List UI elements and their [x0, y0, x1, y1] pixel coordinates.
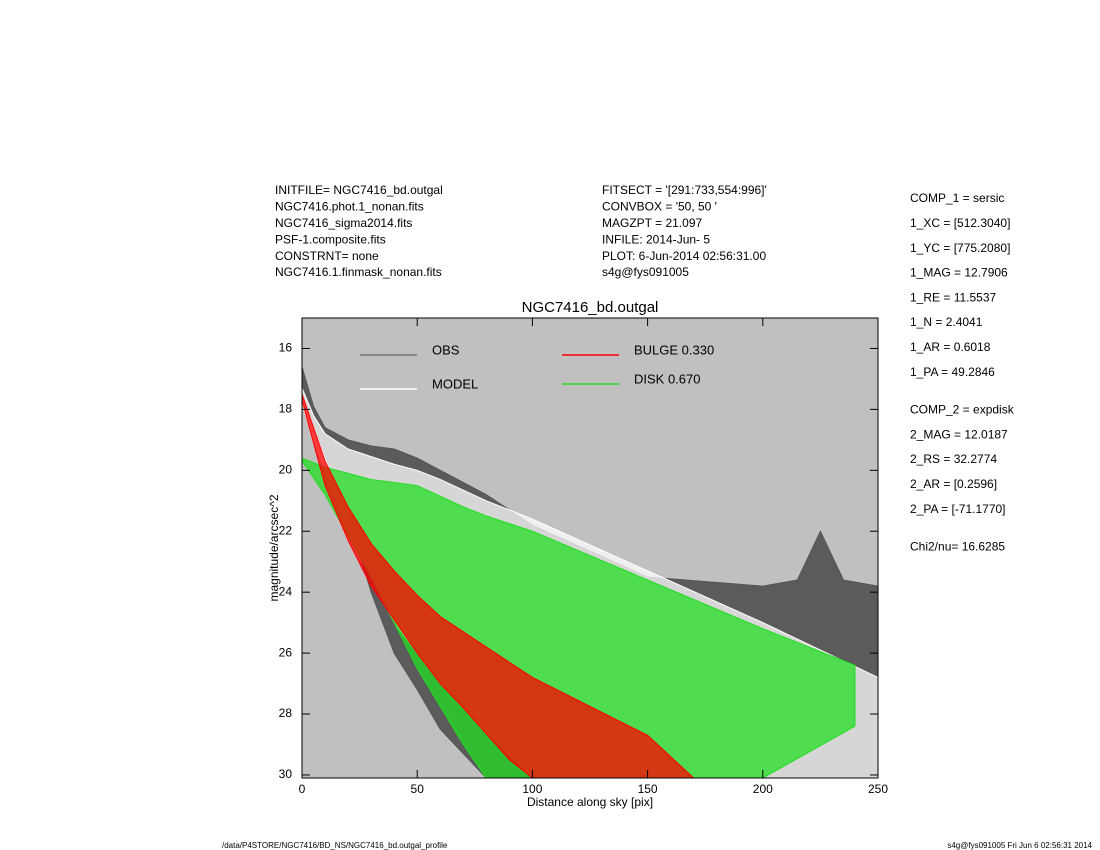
header-left-line: CONSTRNT= none	[275, 249, 379, 263]
header-middle-line: MAGZPT = 21.097	[602, 216, 702, 230]
x-tick-label: 100	[522, 782, 542, 796]
y-tick-label: 24	[279, 584, 293, 598]
header-left-line: NGC7416.1.finmask_nonan.fits	[275, 265, 442, 279]
x-tick-label: 250	[868, 782, 888, 796]
fit-parameter: COMP_2 = expdisk	[910, 403, 1015, 417]
y-tick-label: 26	[279, 645, 293, 659]
header-left-line: PSF-1.composite.fits	[275, 232, 386, 246]
fit-parameter: COMP_1 = sersic	[910, 191, 1004, 205]
legend-label: BULGE 0.330	[634, 342, 714, 357]
x-tick-label: 0	[299, 782, 306, 796]
x-tick-label: 150	[638, 782, 658, 796]
header-middle-line: CONVBOX = '50, 50 '	[602, 200, 717, 214]
header-middle-line: FITSECT = '[291:733,554:996]'	[602, 183, 767, 197]
fit-parameter: 2_MAG = 12.0187	[910, 427, 1008, 441]
fit-parameter: 1_YC = [775.2080]	[910, 241, 1010, 255]
fit-parameter: 1_PA = 49.2846	[910, 365, 995, 379]
y-tick-label: 16	[279, 341, 293, 355]
fit-parameter: 2_PA = [-71.1770]	[910, 502, 1006, 516]
legend-label: MODEL	[432, 376, 478, 391]
footer-left: /data/P4STORE/NGC7416/BD_NS/NGC7416_bd.o…	[222, 841, 448, 850]
fit-parameter: 2_RS = 32.2774	[910, 452, 997, 466]
footer-right: s4g@fys091005 Fri Jun 6 02:56:31 2014	[947, 841, 1092, 850]
x-tick-label: 50	[411, 782, 425, 796]
y-tick-label: 20	[279, 462, 293, 476]
legend-label: OBS	[432, 342, 460, 357]
header-middle-line: INFILE: 2014-Jun- 5	[602, 232, 710, 246]
legend-label: DISK 0.670	[634, 371, 701, 386]
y-tick-label: 30	[279, 767, 293, 781]
header-left-line: NGC7416_sigma2014.fits	[275, 216, 412, 230]
header-left-line: INITFILE= NGC7416_bd.outgal	[275, 183, 443, 197]
chart-title: NGC7416_bd.outgal	[522, 299, 659, 316]
fit-parameter: 2_AR = [0.2596]	[910, 477, 997, 491]
y-tick-label: 28	[279, 706, 293, 720]
plot-frame	[301, 317, 879, 779]
x-axis-label: Distance along sky [pix]	[527, 795, 653, 809]
fit-parameter: 1_MAG = 12.7906	[910, 266, 1008, 280]
fit-parameter: 1_AR = 0.6018	[910, 340, 991, 354]
fit-parameter: Chi2/nu= 16.6285	[910, 540, 1005, 554]
fit-parameter: 1_RE = 11.5537	[910, 290, 997, 304]
y-tick-label: 18	[279, 402, 293, 416]
component-band	[302, 393, 695, 778]
fit-parameter: 1_N = 2.4041	[910, 315, 983, 329]
y-tick-label: 22	[279, 523, 293, 537]
fit-parameter: 1_XC = [512.3040]	[910, 216, 1010, 230]
header-middle-line: PLOT: 6-Jun-2014 02:56:31.00	[602, 249, 766, 263]
x-tick-label: 200	[753, 782, 773, 796]
header-left-line: NGC7416.phot.1_nonan.fits	[275, 200, 424, 214]
y-axis-label: magnitude/arcsec^2	[267, 494, 281, 601]
plot-layer	[302, 366, 878, 778]
header-middle-line: s4g@fys091005	[602, 265, 689, 279]
